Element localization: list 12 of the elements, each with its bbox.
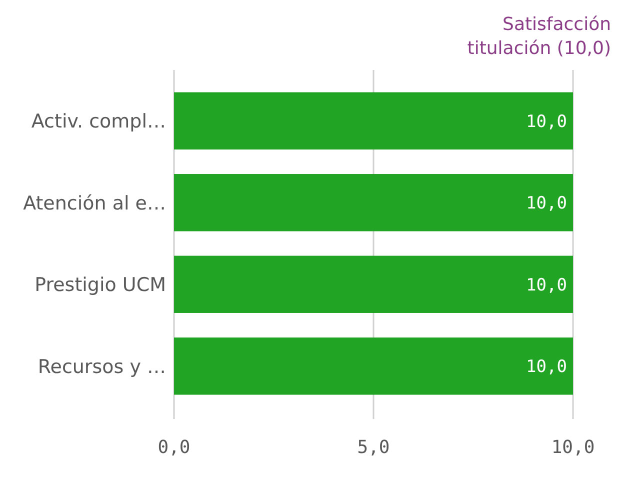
data-label: 10,0 [526, 112, 567, 132]
y-tick-label: Atención al e… [23, 192, 166, 214]
chart-title: Satisfacción titulación (10,0) [467, 14, 611, 59]
x-tick-label: 10,0 [551, 437, 595, 458]
data-label: 10,0 [526, 357, 567, 378]
y-tick-label: Prestigio UCM [34, 274, 166, 296]
data-label: 10,0 [526, 275, 567, 296]
data-label: 10,0 [526, 194, 567, 214]
x-tick-label: 0,0 [158, 437, 190, 458]
x-tick-label: 5,0 [357, 437, 390, 458]
y-tick-label: Recursos y … [38, 356, 166, 378]
y-tick-label: Activ. compl… [31, 110, 166, 133]
